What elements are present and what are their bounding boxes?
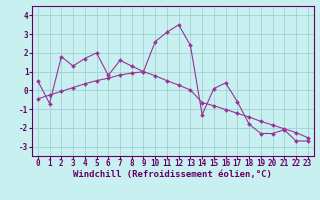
X-axis label: Windchill (Refroidissement éolien,°C): Windchill (Refroidissement éolien,°C) [73,170,272,179]
